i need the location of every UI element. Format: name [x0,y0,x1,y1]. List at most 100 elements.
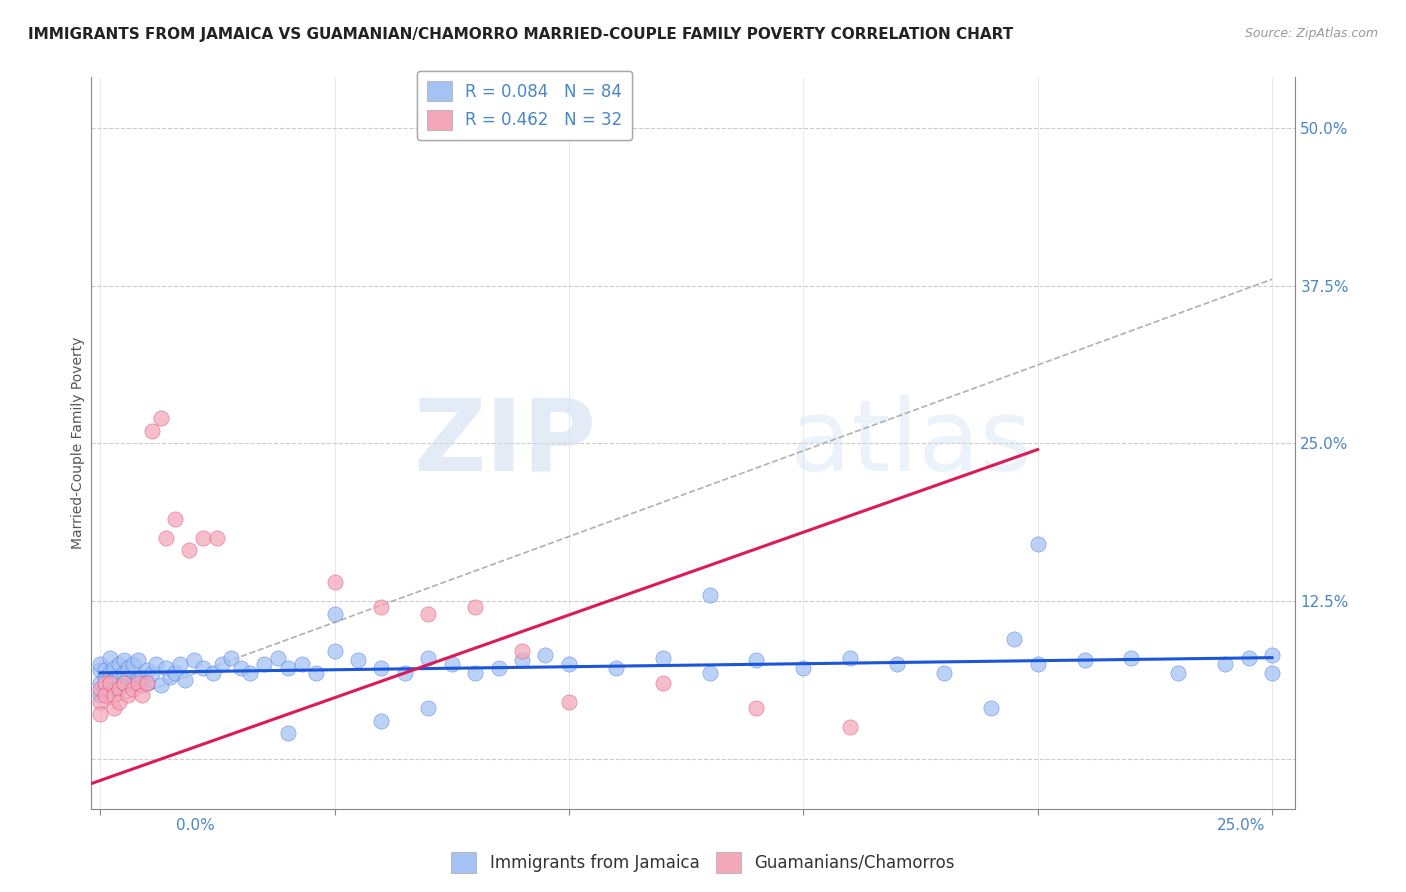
Point [418,650,440,665]
Point [980,701,1002,715]
Point [464,600,486,615]
Point [108,695,131,709]
Point [179,543,201,558]
Point [253,657,276,671]
Point [558,657,581,671]
Point [1002,632,1025,646]
Text: Source: ZipAtlas.com: Source: ZipAtlas.com [1244,27,1378,40]
Point [651,650,673,665]
Point [122,682,145,697]
Point [277,661,299,675]
Point [347,653,370,667]
Point [98,676,121,690]
Point [165,512,187,526]
Point [1213,657,1236,671]
Point [699,665,721,680]
Point [131,689,153,703]
Point [141,665,163,680]
Point [932,665,955,680]
Point [510,644,533,658]
Point [207,531,229,545]
Point [1261,648,1284,662]
Point [89,682,111,697]
Point [89,676,111,690]
Point [122,657,145,671]
Point [1026,537,1049,551]
Point [108,682,131,697]
Point [323,644,346,658]
Point [89,663,111,677]
Point [108,669,131,683]
Point [155,661,177,675]
Point [323,574,346,589]
Point [131,669,153,683]
Point [1026,657,1049,671]
Point [211,657,233,671]
Legend: R = 0.084   N = 84, R = 0.462   N = 32: R = 0.084 N = 84, R = 0.462 N = 32 [416,71,633,140]
Point [103,673,125,688]
Point [277,726,299,740]
Point [127,653,149,667]
Point [127,676,149,690]
Point [108,657,131,671]
Text: atlas: atlas [790,395,1031,491]
Point [112,676,135,690]
Point [103,701,125,715]
Point [108,678,131,692]
Point [94,676,117,690]
Point [193,661,215,675]
Point [370,600,392,615]
Point [103,689,125,703]
Point [89,707,111,722]
Point [745,701,768,715]
Point [117,669,139,683]
Point [127,673,149,688]
Point [136,663,159,677]
Point [651,676,673,690]
Text: IMMIGRANTS FROM JAMAICA VS GUAMANIAN/CHAMORRO MARRIED-COUPLE FAMILY POVERTY CORR: IMMIGRANTS FROM JAMAICA VS GUAMANIAN/CHA… [28,27,1014,42]
Point [183,653,205,667]
Point [291,657,314,671]
Point [150,411,173,425]
Point [112,676,135,690]
Point [89,657,111,671]
Text: ZIP: ZIP [413,395,596,491]
Point [165,665,187,680]
Point [94,663,117,677]
Point [510,653,533,667]
Point [155,531,177,545]
Point [98,665,121,680]
Point [488,661,510,675]
Point [394,665,416,680]
Point [136,676,159,690]
Point [839,720,862,734]
Text: 25.0%: 25.0% [1218,818,1265,832]
Legend: Immigrants from Jamaica, Guamanians/Chamorros: Immigrants from Jamaica, Guamanians/Cham… [444,846,962,880]
Point [605,661,627,675]
Point [745,653,768,667]
Point [221,650,243,665]
Point [418,701,440,715]
Point [440,657,463,671]
Point [103,661,125,675]
Point [150,678,173,692]
Point [1261,665,1284,680]
Point [1073,653,1095,667]
Point [173,673,195,688]
Point [1121,650,1143,665]
Point [103,682,125,697]
Point [839,650,862,665]
Point [1237,650,1260,665]
Point [89,689,111,703]
Point [792,661,814,675]
Point [1167,665,1189,680]
Point [267,650,290,665]
Point [229,661,252,675]
Point [117,689,139,703]
Point [323,607,346,621]
Point [464,665,486,680]
Point [699,588,721,602]
Point [370,714,392,728]
Point [159,669,181,683]
Point [886,657,908,671]
